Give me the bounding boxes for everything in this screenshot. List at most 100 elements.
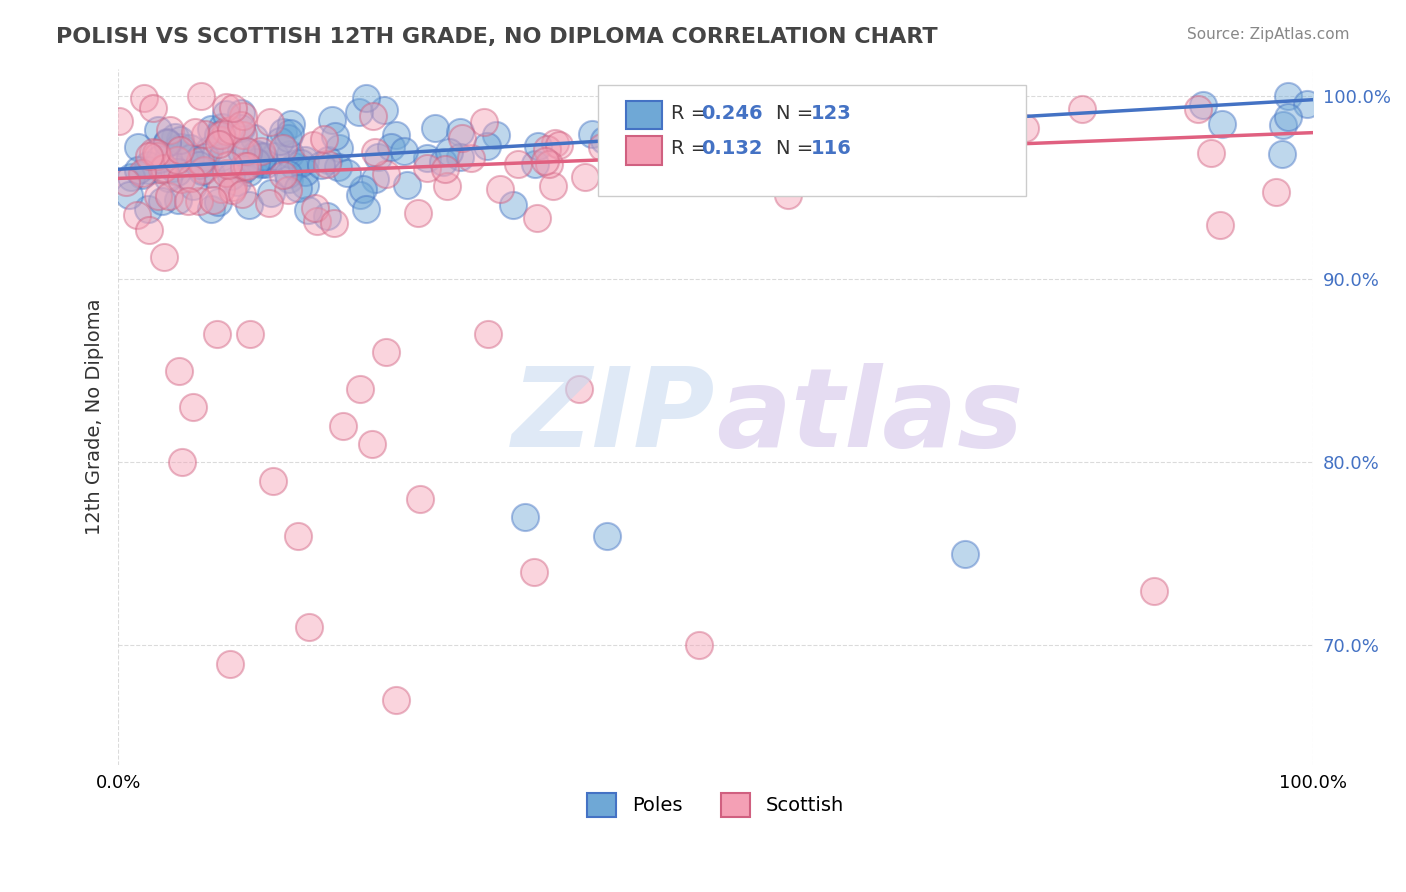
Point: [323, 215, 346, 229]
Point: [360, 437, 382, 451]
Point: [485, 128, 508, 142]
Point: [595, 528, 617, 542]
Point: [239, 327, 262, 342]
Point: [287, 181, 309, 195]
Point: [609, 136, 631, 150]
Text: 0.246: 0.246: [702, 103, 763, 123]
Point: [138, 223, 160, 237]
Point: [450, 131, 472, 145]
Text: 116: 116: [811, 139, 852, 159]
Point: [309, 158, 332, 172]
Point: [650, 143, 672, 157]
Point: [523, 565, 546, 579]
Point: [127, 208, 149, 222]
Point: [683, 95, 706, 109]
Point: [259, 115, 281, 129]
Text: N =: N =: [776, 103, 820, 123]
Point: [247, 156, 270, 170]
Point: [394, 145, 416, 159]
Point: [138, 149, 160, 163]
Point: [207, 128, 229, 142]
Point: [209, 133, 232, 147]
Point: [214, 100, 236, 114]
Point: [166, 194, 188, 208]
Point: [200, 121, 222, 136]
Point: [688, 639, 710, 653]
Point: [179, 141, 201, 155]
Point: [194, 128, 217, 142]
Point: [217, 158, 239, 172]
Text: 0.132: 0.132: [702, 139, 763, 159]
Point: [1271, 118, 1294, 132]
Point: [328, 141, 350, 155]
Point: [416, 151, 439, 165]
Point: [167, 364, 190, 378]
Point: [259, 195, 281, 210]
Point: [1143, 583, 1166, 598]
Point: [249, 156, 271, 170]
Point: [209, 182, 232, 196]
Point: [190, 89, 212, 103]
Point: [156, 151, 179, 165]
Point: [170, 455, 193, 469]
Point: [544, 136, 567, 150]
Point: [229, 144, 252, 158]
Point: [145, 146, 167, 161]
Point: [591, 140, 613, 154]
Point: [250, 145, 273, 159]
Point: [153, 250, 176, 264]
Point: [219, 123, 242, 137]
Point: [118, 187, 141, 202]
Point: [273, 125, 295, 139]
Point: [269, 134, 291, 148]
Point: [354, 202, 377, 217]
Point: [207, 194, 229, 209]
Point: [181, 179, 204, 194]
Point: [409, 491, 432, 506]
Point: [437, 145, 460, 160]
Text: N =: N =: [776, 139, 820, 159]
Point: [219, 169, 242, 183]
Point: [460, 151, 482, 165]
Point: [375, 345, 398, 359]
Point: [1192, 98, 1215, 112]
Point: [298, 620, 321, 634]
Point: [170, 172, 193, 186]
Point: [115, 175, 138, 189]
Point: [235, 160, 257, 174]
Point: [536, 142, 558, 156]
Point: [170, 140, 193, 154]
Point: [131, 166, 153, 180]
Point: [218, 657, 240, 671]
Point: [294, 178, 316, 192]
Point: [169, 133, 191, 147]
Point: [574, 170, 596, 185]
Point: [162, 161, 184, 175]
Point: [181, 401, 204, 415]
Point: [148, 152, 170, 166]
Point: [245, 154, 267, 169]
Text: POLISH VS SCOTTISH 12TH GRADE, NO DIPLOMA CORRELATION CHART: POLISH VS SCOTTISH 12TH GRADE, NO DIPLOM…: [56, 27, 938, 46]
Point: [312, 131, 335, 145]
Point: [903, 134, 925, 148]
Point: [305, 213, 328, 227]
Point: [449, 124, 471, 138]
Point: [214, 107, 236, 121]
Point: [527, 139, 550, 153]
Point: [477, 327, 499, 342]
Point: [264, 149, 287, 163]
Point: [432, 154, 454, 169]
Point: [449, 150, 471, 164]
Point: [354, 91, 377, 105]
Text: R =: R =: [671, 103, 713, 123]
Point: [380, 140, 402, 154]
Point: [202, 193, 225, 207]
Point: [136, 158, 159, 172]
Point: [778, 188, 800, 202]
Point: [231, 109, 253, 123]
Point: [232, 128, 254, 143]
Point: [236, 145, 259, 160]
Point: [200, 167, 222, 181]
Point: [349, 187, 371, 202]
Point: [472, 114, 495, 128]
